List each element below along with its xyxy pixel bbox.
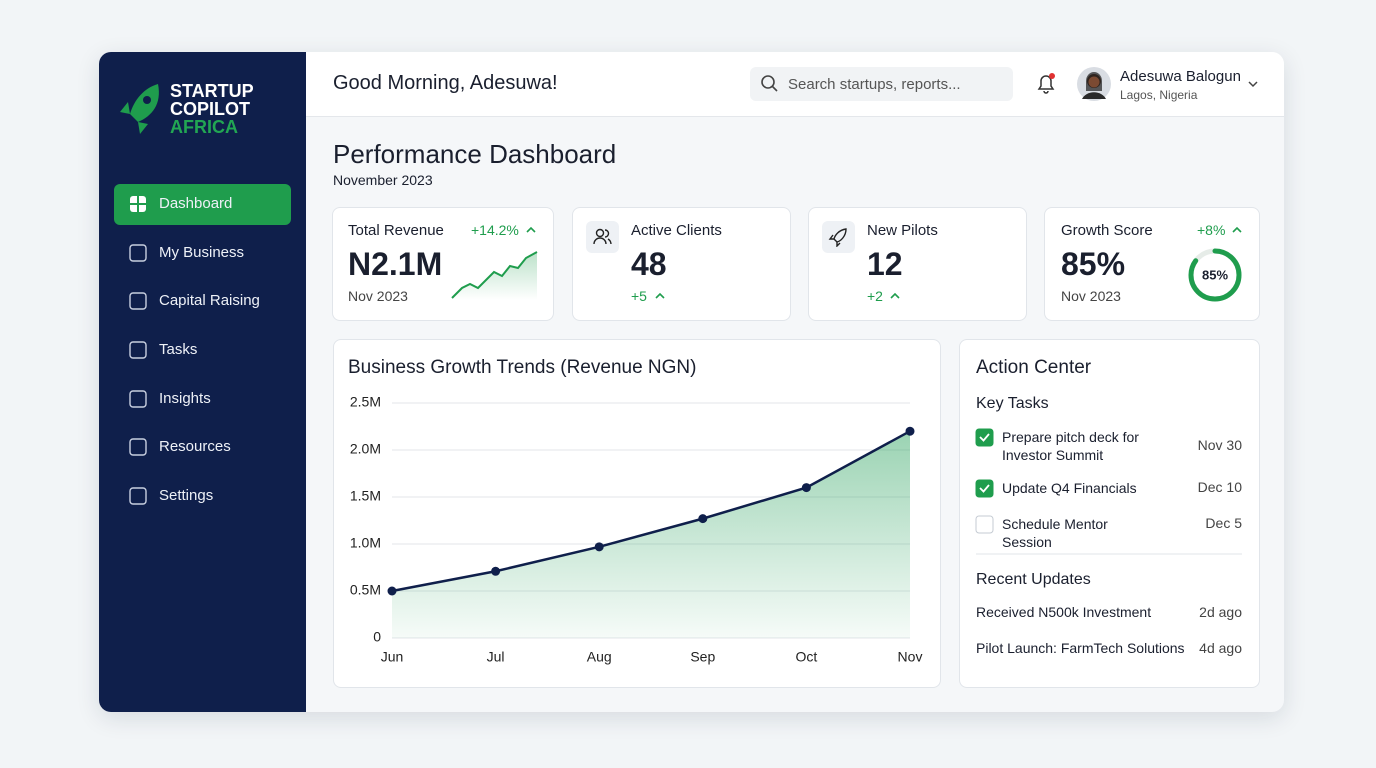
task-check [979, 484, 990, 493]
point [801, 483, 811, 493]
kpi-period: Nov 2023 [348, 288, 408, 304]
line [391, 430, 911, 593]
kpi-value: N2.1M [348, 246, 443, 282]
up-chevron [526, 226, 536, 233]
task-check [979, 433, 990, 442]
action-center-title: Action Center [976, 357, 1092, 378]
kpi-label: New Pilots [867, 222, 938, 239]
y-tick-label: 1.5M [350, 488, 381, 504]
nav-icon [129, 244, 147, 262]
update-time: 4d ago [1199, 640, 1242, 656]
kpi-icon-box [822, 221, 855, 253]
task-text[interactable]: Schedule Mentor Session [1002, 516, 1108, 550]
nav-icon [129, 341, 147, 359]
point [491, 566, 501, 576]
page-title: Performance Dashboard [333, 139, 617, 169]
kpi-change: +14.2% [471, 222, 519, 238]
update-text[interactable]: Received N500k Investment [976, 604, 1152, 620]
task-text[interactable]: Update Q4 Financials [1002, 480, 1137, 496]
up-chevron [655, 292, 665, 299]
brand-line: COPILOT [170, 99, 250, 119]
user-name: Adesuwa Balogun [1120, 68, 1241, 85]
brand-line: STARTUP [170, 81, 254, 101]
rocket-icon [828, 228, 847, 247]
kpi-icon-box [586, 221, 619, 253]
update-text[interactable]: Pilot Launch: FarmTech Solutions [976, 640, 1185, 656]
brand-line: AFRICA [170, 117, 238, 137]
key-tasks-title: Key Tasks [976, 395, 1049, 412]
up-chevron [890, 292, 900, 299]
kpi-value: 48 [631, 246, 667, 282]
kpi-value: 85% [1061, 246, 1126, 282]
kpi-card [332, 207, 554, 321]
x-tick-label: Jul [487, 649, 505, 665]
task-checkbox [975, 515, 994, 534]
score-ring [1188, 248, 1242, 302]
kpi-label: Total Revenue [348, 222, 444, 239]
nav-item[interactable]: Settings [159, 487, 214, 504]
sparkline [451, 251, 538, 299]
search-icon [761, 75, 778, 92]
nav-item[interactable]: Capital Raising [159, 292, 260, 309]
action-center-card [959, 339, 1260, 688]
task-due: Dec 10 [1197, 479, 1242, 495]
kpi-label: Growth Score [1061, 222, 1153, 239]
y-tick-label: 0.5M [350, 582, 381, 598]
search-box[interactable] [750, 67, 1013, 101]
kpi-period: Nov 2023 [1061, 288, 1121, 304]
sparkline-fill [452, 252, 537, 300]
area [392, 431, 910, 638]
nav-icon [129, 390, 147, 408]
bell-icon[interactable] [1034, 72, 1058, 96]
x-tick-label: Nov [898, 649, 923, 665]
point [698, 514, 708, 524]
x-tick-label: Aug [587, 649, 612, 665]
kpi-card [1044, 207, 1260, 321]
greeting: Good Morning, Adesuwa! [333, 72, 558, 94]
avatar[interactable] [1077, 67, 1111, 101]
nav-item[interactable]: Dashboard [159, 195, 233, 212]
task-text[interactable]: Prepare pitch deck for Investor Summit [1002, 429, 1139, 463]
update-time: 2d ago [1199, 604, 1242, 620]
nav-item[interactable]: Resources [159, 438, 231, 455]
up-chevron [1232, 226, 1242, 233]
search-placeholder: Search startups, reports... [788, 76, 961, 93]
task-checkbox [975, 479, 994, 498]
y-tick-label: 0 [373, 629, 381, 645]
point [594, 542, 604, 552]
task-due: Nov 30 [1197, 437, 1242, 453]
kpi-change: +5 [631, 288, 647, 304]
nav-icon [129, 438, 147, 456]
nav-item[interactable]: My Business [159, 244, 245, 261]
y-tick-label: 2.5M [350, 394, 381, 410]
kpi-change: +8% [1197, 222, 1226, 238]
clients-icon [593, 228, 612, 245]
point [905, 426, 915, 436]
kpi-value: 12 [867, 246, 903, 282]
task-due: Dec 5 [1205, 515, 1242, 531]
y-tick-label: 2.0M [350, 441, 381, 457]
user-location: Lagos, Nigeria [1120, 88, 1198, 102]
y-tick-label: 1.0M [350, 535, 381, 551]
nav-item[interactable]: Insights [159, 390, 211, 407]
sidebar [99, 52, 306, 712]
score-ring-label: 85% [1202, 267, 1228, 282]
chart-title: Business Growth Trends (Revenue NGN) [348, 357, 696, 378]
nav-icon [129, 292, 147, 310]
kpi-change: +2 [867, 288, 883, 304]
task-checkbox [975, 428, 994, 447]
nav-item[interactable]: Tasks [159, 341, 198, 358]
user-menu-chevron[interactable] [1247, 79, 1259, 89]
x-tick-label: Oct [796, 649, 818, 665]
recent-updates-title: Recent Updates [976, 571, 1091, 588]
kpi-label: Active Clients [631, 222, 722, 239]
brand-logo [120, 84, 159, 134]
x-tick-label: Sep [690, 649, 715, 665]
point [387, 586, 397, 596]
page-subtitle: November 2023 [333, 172, 433, 188]
x-tick-label: Jun [381, 649, 404, 665]
nav-icon [129, 487, 147, 505]
